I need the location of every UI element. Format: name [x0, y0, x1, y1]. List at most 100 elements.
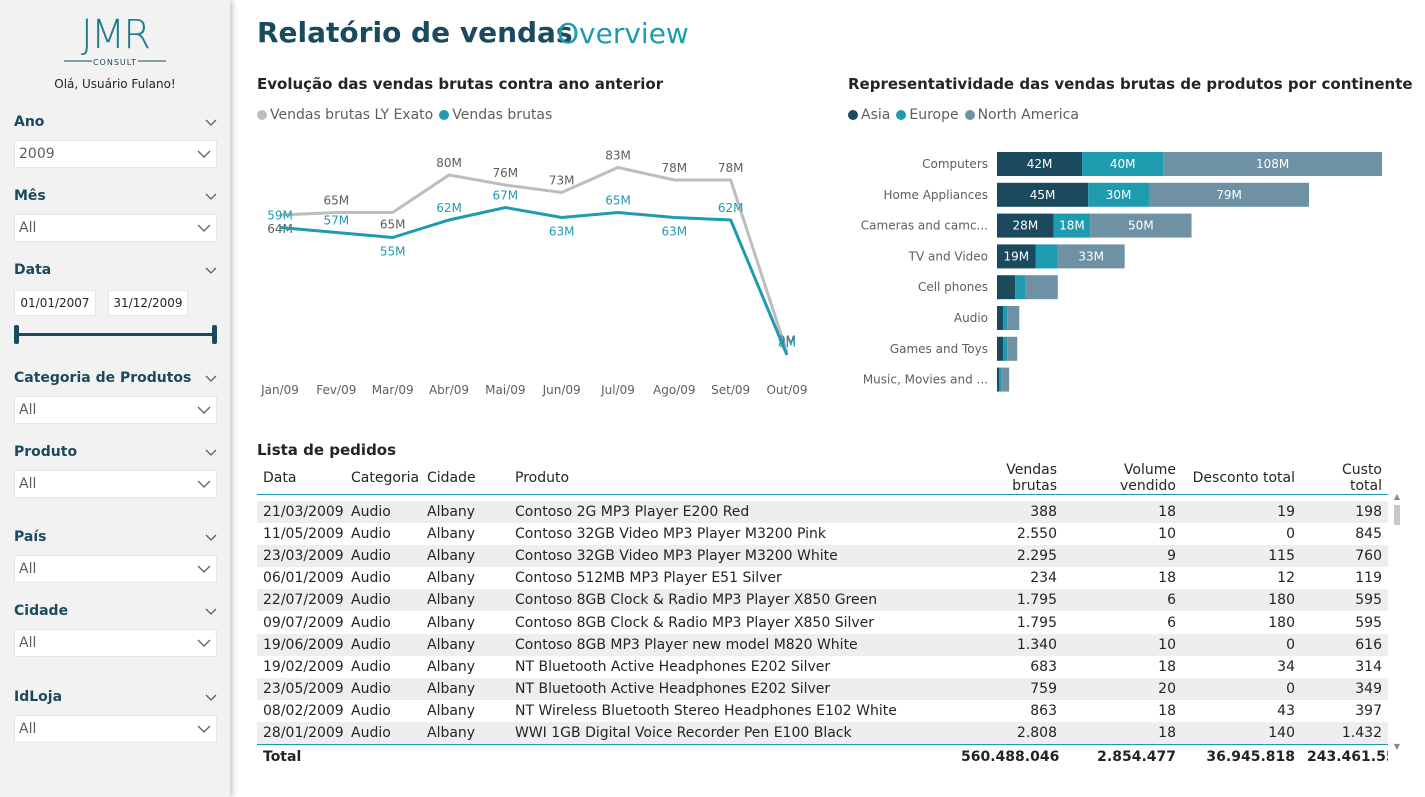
legend-item-europe[interactable]: Europe: [896, 107, 959, 123]
table-scrollbar[interactable]: ▲ ▼: [1393, 493, 1401, 751]
bar-segment-europe[interactable]: [1003, 306, 1008, 330]
chevron-down-icon: [197, 565, 211, 573]
chevron-down-icon[interactable]: [205, 190, 217, 202]
produto-dropdown[interactable]: All: [14, 470, 217, 498]
line-chart-legend: Vendas brutas LY Exato Vendas brutas: [257, 107, 552, 123]
cidade-dropdown[interactable]: All: [14, 629, 217, 657]
column-header[interactable]: Volume vendido: [1063, 462, 1182, 495]
table-row[interactable]: 21/03/2009 Audio Albany Contoso 2G MP3 Play…: [257, 500, 1388, 523]
column-header[interactable]: Cidade: [421, 462, 509, 495]
filter-ano-header[interactable]: Ano: [14, 112, 217, 132]
bar-segment-asia[interactable]: [997, 182, 1089, 207]
bar-segment-north-america[interactable]: [1057, 244, 1125, 269]
slider-end-handle[interactable]: [212, 325, 217, 344]
bar-segment-asia[interactable]: [997, 152, 1083, 176]
bar-segment-asia[interactable]: [997, 275, 1016, 300]
column-header[interactable]: Vendas brutas: [955, 462, 1063, 495]
table-row[interactable]: 19/02/2009 Audio Albany NT Bluetooth Active…: [257, 656, 1388, 678]
chevron-down-icon: [197, 725, 211, 733]
bar-segment-north-america[interactable]: [1007, 336, 1018, 361]
categoria-dropdown[interactable]: All: [14, 396, 217, 424]
chevron-down-icon[interactable]: [205, 264, 217, 276]
column-header[interactable]: Produto: [509, 462, 955, 495]
chevron-down-icon[interactable]: [205, 116, 217, 128]
legend-item-ly[interactable]: Vendas brutas LY Exato: [257, 107, 433, 123]
table-row[interactable]: 11/05/2009 Audio Albany Contoso 32GB Video …: [257, 523, 1388, 545]
column-header[interactable]: Data: [257, 462, 345, 495]
table-row[interactable]: 28/01/2009 Audio Albany WWI 1GB Digital Voi…: [257, 722, 1388, 745]
filter-mes-header[interactable]: Mês: [14, 186, 217, 206]
column-header[interactable]: Custo total: [1301, 462, 1388, 495]
legend-item-asia[interactable]: Asia: [848, 107, 890, 123]
category-label: Music, Movies and ...: [863, 373, 988, 387]
scroll-up-icon[interactable]: ▲: [1393, 492, 1401, 501]
bar-segment-north-america[interactable]: [1001, 367, 1010, 392]
bar-segment-europe[interactable]: [1035, 244, 1058, 269]
table-cell: Audio: [345, 589, 421, 612]
table-cell: Albany: [421, 589, 509, 612]
bar-segment-europe[interactable]: [1082, 152, 1164, 176]
filter-categoria: Categoria de Produtos All: [14, 368, 217, 424]
bar-segment-europe[interactable]: [999, 367, 1002, 392]
series-line-0[interactable]: [279, 165, 789, 353]
legend-item-vendas[interactable]: Vendas brutas: [439, 107, 552, 123]
table-row[interactable]: 22/07/2009 Audio Albany Contoso 8GB Clock &…: [257, 589, 1388, 612]
bar-segment-north-america[interactable]: [1025, 275, 1058, 300]
filter-data-header[interactable]: Data: [14, 260, 217, 280]
chevron-down-icon[interactable]: [205, 691, 217, 703]
chevron-down-icon[interactable]: [205, 531, 217, 543]
bar-segment-asia[interactable]: [997, 244, 1036, 269]
scroll-thumb[interactable]: [1394, 505, 1400, 525]
table-row[interactable]: 08/02/2009 Audio Albany NT Wireless Bluetoo…: [257, 700, 1388, 722]
column-header[interactable]: Categoria: [345, 462, 421, 495]
mes-dropdown[interactable]: All: [14, 214, 217, 242]
bar-segment-europe[interactable]: [1003, 336, 1008, 361]
table-cell: 683: [1030, 658, 1057, 675]
bar-segment-north-america[interactable]: [1007, 306, 1020, 330]
bar-segment-north-america[interactable]: [1163, 152, 1382, 176]
table-row[interactable]: 23/05/2009 Audio Albany NT Bluetooth Active…: [257, 678, 1388, 701]
table-row[interactable]: 19/06/2009 Audio Albany Contoso 8GB MP3 Pla…: [257, 633, 1388, 656]
bar-segment-north-america[interactable]: [1148, 182, 1310, 207]
filter-cidade-header[interactable]: Cidade: [14, 601, 217, 621]
filter-idloja-header[interactable]: IdLoja: [14, 687, 217, 707]
bar-segment-asia[interactable]: [997, 367, 1000, 392]
table-cell: Contoso 8GB Clock & Radio MP3 Player X85…: [509, 589, 955, 612]
table-row[interactable]: 09/07/2009 Audio Albany Contoso 8GB Clock &…: [257, 611, 1388, 633]
table-cell: 595: [1301, 589, 1388, 612]
end-date-input[interactable]: 31/12/2009: [108, 290, 188, 316]
table-row[interactable]: 06/01/2009 Audio Albany Contoso 512MB MP3 P…: [257, 567, 1388, 589]
legend-item-north-america[interactable]: North America: [964, 107, 1079, 123]
pais-dropdown[interactable]: All: [14, 555, 217, 583]
ano-dropdown[interactable]: 2009: [14, 140, 217, 168]
bar-data-label: 18M: [1059, 219, 1085, 233]
bar-segment-europe[interactable]: [1053, 213, 1091, 238]
chevron-down-icon[interactable]: [205, 372, 217, 384]
bar-segment-europe[interactable]: [1088, 182, 1149, 207]
series-line-1[interactable]: [279, 205, 789, 356]
filter-categoria-header[interactable]: Categoria de Produtos: [14, 368, 217, 388]
bar-segment-europe[interactable]: [1015, 275, 1026, 300]
filter-pais-header[interactable]: País: [14, 527, 217, 547]
category-label: Cameras and camc...: [861, 219, 988, 233]
bar-chart[interactable]: Computers 42M 40M 108M Home Appliances 45M 30M…: [848, 145, 1408, 400]
start-date-input[interactable]: 01/01/2007: [14, 290, 96, 316]
table-cell: WWI 1GB Digital Voice Recorder Pen E100 …: [509, 722, 955, 745]
bar-segment-asia[interactable]: [997, 336, 1004, 361]
table-cell: Audio: [345, 678, 421, 701]
chevron-down-icon[interactable]: [205, 605, 217, 617]
bar-segment-north-america[interactable]: [1090, 213, 1192, 238]
chevron-down-icon[interactable]: [205, 446, 217, 458]
table-cell: Audio: [345, 722, 421, 745]
table-row[interactable]: 23/03/2009 Audio Albany Contoso 32GB Video …: [257, 544, 1388, 568]
idloja-dropdown[interactable]: All: [14, 715, 217, 743]
data-label: 73M: [549, 174, 575, 188]
scroll-down-icon[interactable]: ▼: [1393, 742, 1401, 751]
date-range-slider[interactable]: [14, 324, 217, 344]
column-header[interactable]: Desconto total: [1182, 462, 1301, 495]
bar-segment-asia[interactable]: [997, 306, 1004, 330]
slider-start-handle[interactable]: [14, 325, 19, 344]
bar-segment-asia[interactable]: [997, 213, 1054, 238]
filter-produto-header[interactable]: Produto: [14, 442, 217, 462]
